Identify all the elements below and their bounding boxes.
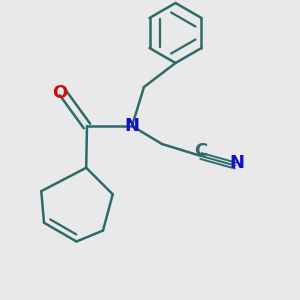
Text: O: O — [52, 84, 68, 102]
Text: N: N — [230, 154, 244, 172]
Text: N: N — [124, 117, 140, 135]
Text: C: C — [194, 142, 208, 160]
